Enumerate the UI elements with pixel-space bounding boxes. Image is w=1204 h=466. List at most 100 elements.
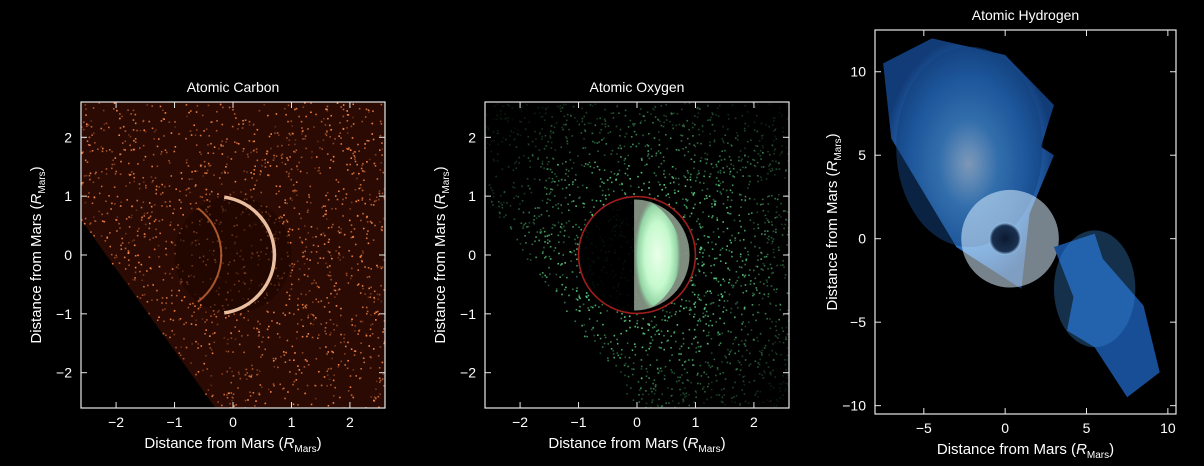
speckle <box>689 280 692 282</box>
speckle <box>94 220 96 222</box>
speckle <box>380 267 383 270</box>
speckle <box>768 168 771 171</box>
speckle <box>696 220 698 223</box>
speckle <box>567 203 569 205</box>
speckle <box>247 319 250 322</box>
speckle <box>624 356 627 359</box>
speckle <box>248 124 251 126</box>
speckle <box>381 229 383 232</box>
speckle <box>689 307 691 309</box>
speckle <box>690 228 693 231</box>
speckle <box>100 127 103 130</box>
speckle <box>155 188 157 191</box>
speckle <box>303 274 306 276</box>
speckle <box>704 314 707 317</box>
speckle <box>554 180 556 183</box>
speckle <box>716 107 719 110</box>
speckle <box>189 130 192 132</box>
speckle <box>183 337 185 340</box>
speckle <box>125 232 127 235</box>
speckle <box>366 310 369 313</box>
speckle <box>307 128 309 130</box>
speckle <box>700 157 703 159</box>
speckle <box>143 159 145 161</box>
speckle <box>733 176 736 178</box>
speckle <box>744 199 747 201</box>
speckle <box>340 231 342 234</box>
speckle <box>711 123 714 126</box>
speckle <box>584 335 586 338</box>
speckle <box>154 177 157 179</box>
x-axis-label: Distance from Mars (RMars) <box>937 441 1114 461</box>
speckle <box>97 177 100 179</box>
speckle <box>523 192 526 195</box>
speckle <box>673 332 675 334</box>
speckle <box>324 326 327 329</box>
speckle <box>678 183 680 186</box>
speckle <box>312 282 315 284</box>
speckle <box>294 151 297 153</box>
speckle <box>541 106 544 109</box>
y-tick-label: 1 <box>64 188 72 204</box>
speckle <box>382 373 384 375</box>
speckle <box>669 120 671 123</box>
speckle <box>711 365 714 367</box>
speckle <box>734 239 736 242</box>
speckle <box>322 215 325 217</box>
speckle <box>108 126 110 129</box>
speckle <box>749 163 752 165</box>
speckle <box>127 109 129 112</box>
speckle <box>775 398 778 401</box>
speckle <box>365 216 368 219</box>
speckle <box>711 241 713 244</box>
speckle <box>305 293 307 296</box>
speckle <box>646 144 649 146</box>
speckle <box>566 142 569 145</box>
speckle <box>715 114 718 116</box>
speckle <box>361 170 364 172</box>
speckle <box>223 393 226 396</box>
speckle <box>687 150 690 153</box>
speckle <box>620 332 622 335</box>
speckle <box>584 130 587 132</box>
speckle <box>761 134 763 137</box>
speckle <box>704 307 706 309</box>
speckle <box>327 226 330 229</box>
speckle <box>302 106 305 108</box>
speckle <box>298 161 301 164</box>
speckle <box>702 211 704 214</box>
speckle <box>760 158 762 160</box>
speckle <box>782 127 784 129</box>
speckle <box>624 157 627 160</box>
speckle <box>756 103 759 106</box>
speckle <box>535 217 538 220</box>
speckle <box>757 362 760 364</box>
speckle <box>661 319 664 321</box>
speckle <box>301 352 304 354</box>
speckle <box>698 251 701 254</box>
speckle <box>301 130 304 133</box>
speckle <box>572 181 574 183</box>
speckle <box>722 125 724 128</box>
speckle <box>673 189 676 192</box>
speckle <box>197 370 200 373</box>
speckle <box>354 151 357 153</box>
speckle <box>705 162 708 165</box>
speckle <box>305 115 307 118</box>
speckle <box>769 371 772 374</box>
speckle <box>736 134 739 137</box>
speckle <box>654 106 657 109</box>
speckle <box>376 310 379 313</box>
speckle <box>784 382 787 385</box>
speckle <box>683 204 686 206</box>
speckle <box>678 347 681 350</box>
speckle <box>350 274 353 277</box>
speckle <box>758 139 761 142</box>
speckle <box>94 220 97 222</box>
speckle <box>706 104 709 107</box>
speckle <box>350 157 353 159</box>
speckle <box>663 121 665 124</box>
speckle <box>668 173 671 176</box>
speckle <box>581 107 583 110</box>
speckle <box>734 117 737 120</box>
